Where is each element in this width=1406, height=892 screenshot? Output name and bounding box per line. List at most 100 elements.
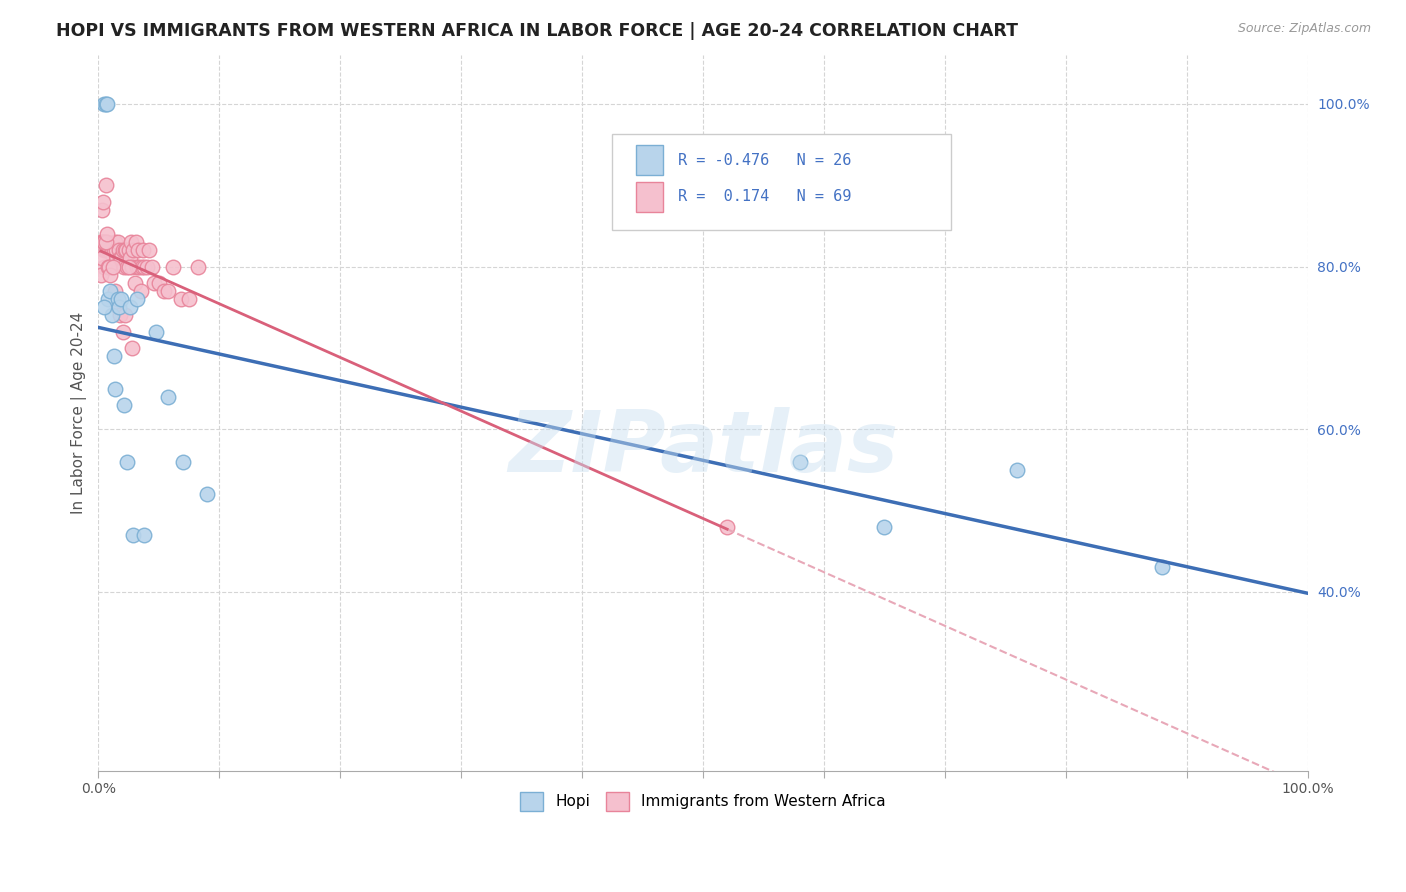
Point <box>157 390 180 404</box>
Point <box>104 382 127 396</box>
Point <box>101 260 124 274</box>
Point <box>128 260 150 274</box>
Point <box>143 276 166 290</box>
Text: HOPI VS IMMIGRANTS FROM WESTERN AFRICA IN LABOR FORCE | AGE 20-24 CORRELATION CH: HOPI VS IMMIGRANTS FROM WESTERN AFRICA I… <box>56 22 1018 40</box>
Point <box>134 260 156 274</box>
Point <box>138 244 160 258</box>
Point <box>93 300 115 314</box>
Point <box>91 235 114 249</box>
Text: R =  0.174   N = 69: R = 0.174 N = 69 <box>678 189 851 204</box>
Point <box>94 244 117 258</box>
Point <box>152 284 174 298</box>
Point <box>103 349 125 363</box>
Point <box>186 260 208 274</box>
Point <box>97 244 120 258</box>
Point <box>177 292 200 306</box>
Point <box>114 309 136 323</box>
Point <box>117 260 139 274</box>
Point <box>131 260 153 274</box>
Point <box>162 260 184 274</box>
Point <box>97 292 120 306</box>
Point <box>91 202 114 217</box>
Point <box>129 284 152 298</box>
Point <box>873 520 896 534</box>
Point <box>96 235 118 249</box>
Point <box>172 455 194 469</box>
Point <box>100 284 122 298</box>
Point <box>135 260 157 274</box>
Point <box>96 227 118 241</box>
Point <box>118 300 141 314</box>
Point <box>117 244 139 258</box>
Point <box>120 235 142 249</box>
Point <box>145 325 167 339</box>
Legend: Hopi, Immigrants from Western Africa: Hopi, Immigrants from Western Africa <box>515 786 891 817</box>
Point <box>716 520 738 534</box>
Point <box>93 97 115 112</box>
Point <box>104 284 127 298</box>
Y-axis label: In Labor Force | Age 20-24: In Labor Force | Age 20-24 <box>72 312 87 514</box>
Point <box>93 260 115 274</box>
Point <box>91 194 114 209</box>
Point <box>1152 560 1174 574</box>
Point <box>107 300 129 314</box>
Point <box>195 487 218 501</box>
Point <box>121 341 143 355</box>
Point <box>90 268 112 282</box>
Point <box>98 244 121 258</box>
FancyBboxPatch shape <box>612 134 950 230</box>
Point <box>117 260 139 274</box>
Point <box>157 284 180 298</box>
Point <box>107 235 129 249</box>
Point <box>100 260 122 274</box>
Point <box>115 244 138 258</box>
Point <box>111 244 134 258</box>
Point <box>104 235 127 249</box>
Point <box>94 97 117 112</box>
Point <box>114 244 136 258</box>
Point <box>121 260 143 274</box>
Point <box>91 252 114 266</box>
Point <box>101 252 124 266</box>
Point <box>108 309 131 323</box>
Point <box>134 528 156 542</box>
Point <box>103 244 125 258</box>
Point <box>112 260 135 274</box>
Bar <box>637 182 664 211</box>
Point <box>122 528 145 542</box>
Point <box>125 235 148 249</box>
Point <box>789 455 811 469</box>
Point <box>90 235 112 249</box>
Point <box>108 300 131 314</box>
Point <box>112 398 135 412</box>
Point <box>125 260 148 274</box>
Point <box>91 235 114 249</box>
Point <box>125 292 148 306</box>
Point <box>122 244 145 258</box>
Point <box>93 244 115 258</box>
Point <box>100 268 122 282</box>
Point <box>93 235 115 249</box>
Point <box>105 244 128 258</box>
Point <box>94 235 117 249</box>
Point <box>107 292 129 306</box>
Text: ZIPatlas: ZIPatlas <box>508 407 898 491</box>
Point <box>96 97 118 112</box>
Point <box>98 260 121 274</box>
Point <box>1007 463 1029 477</box>
Point <box>108 244 131 258</box>
Point <box>124 276 146 290</box>
Text: R = -0.476   N = 26: R = -0.476 N = 26 <box>678 153 851 168</box>
Point <box>94 178 117 193</box>
Point <box>169 292 191 306</box>
Text: Source: ZipAtlas.com: Source: ZipAtlas.com <box>1237 22 1371 36</box>
Point <box>118 252 141 266</box>
Point <box>111 325 134 339</box>
Point <box>117 455 139 469</box>
Point <box>97 260 120 274</box>
Point <box>100 244 122 258</box>
Point <box>127 244 149 258</box>
Bar <box>637 145 664 176</box>
Point <box>100 309 122 323</box>
Point <box>148 276 170 290</box>
